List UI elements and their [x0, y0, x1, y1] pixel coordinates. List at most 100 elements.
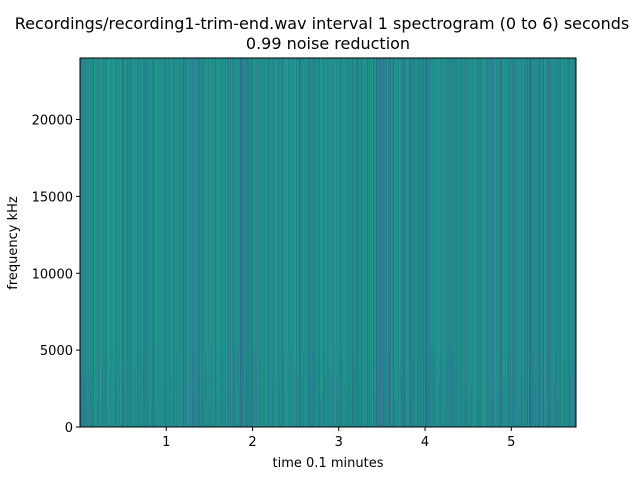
spectrogram-column — [246, 58, 247, 427]
spectrogram-column — [425, 58, 426, 427]
spectrogram-low-band — [190, 360, 191, 427]
spectrogram-column — [195, 58, 196, 427]
spectrogram-column — [280, 58, 281, 427]
spectrogram-column — [474, 58, 475, 427]
spectrogram-low-band — [369, 357, 370, 427]
spectrogram-column — [99, 58, 100, 427]
spectrogram-column — [413, 58, 414, 427]
spectrogram-column — [438, 58, 439, 427]
spectrogram-low-band — [122, 374, 123, 427]
spectrogram-column — [473, 58, 474, 427]
spectrogram-column — [545, 58, 546, 427]
spectrogram-column — [350, 58, 351, 427]
spectrogram-low-band — [151, 405, 152, 427]
spectrogram-column — [207, 58, 208, 427]
spectrogram-column — [214, 58, 215, 427]
spectrogram-low-band — [158, 366, 159, 427]
spectrogram-column — [239, 58, 240, 427]
spectrogram-column — [555, 58, 556, 427]
spectrogram-column — [240, 58, 241, 427]
spectrogram-column — [470, 58, 471, 427]
spectrogram-column — [568, 58, 569, 427]
spectrogram-column — [301, 58, 302, 427]
spectrogram-column — [225, 58, 226, 427]
spectrogram-column — [428, 58, 429, 427]
spectrogram-low-band — [554, 378, 555, 427]
spectrogram-low-band — [452, 363, 453, 427]
spectrogram-column — [572, 58, 573, 427]
spectrogram-column — [517, 58, 518, 427]
spectrogram-low-band — [570, 374, 571, 427]
spectrogram-low-band — [218, 377, 219, 427]
spectrogram-column — [254, 58, 255, 427]
spectrogram-column — [433, 58, 434, 427]
spectrogram-column — [455, 58, 456, 427]
spectrogram-low-band — [177, 369, 178, 427]
spectrogram-low-band — [325, 359, 326, 427]
spectrogram-column — [336, 58, 337, 427]
spectrogram-column — [392, 58, 393, 427]
spectrogram-column — [83, 58, 84, 427]
spectrogram-low-band — [292, 361, 293, 427]
spectrogram-column — [443, 58, 444, 427]
spectrogram-column — [337, 58, 338, 427]
spectrogram-low-band — [389, 350, 390, 427]
spectrogram-low-band — [565, 359, 566, 427]
spectrogram-column — [554, 58, 555, 427]
spectrogram-column — [308, 58, 309, 427]
spectrogram-low-band — [111, 366, 112, 427]
spectrogram-low-band — [532, 358, 533, 427]
spectrogram-column — [295, 58, 296, 427]
spectrogram-low-band — [481, 375, 482, 427]
spectrogram-low-band — [327, 361, 328, 427]
spectrogram-column — [176, 58, 177, 427]
spectrogram-column — [494, 58, 495, 427]
spectrogram-column — [259, 58, 260, 427]
spectrogram-column — [342, 58, 343, 427]
spectrogram-low-band — [416, 385, 417, 427]
spectrogram-low-band — [430, 399, 431, 427]
spectrogram-column — [558, 58, 559, 427]
spectrogram-column — [218, 58, 219, 427]
spectrogram-column — [466, 58, 467, 427]
spectrogram-column — [415, 58, 416, 427]
spectrogram-column — [412, 58, 413, 427]
spectrogram-low-band — [93, 405, 94, 427]
spectrogram-column — [231, 58, 232, 427]
spectrogram-low-band — [196, 373, 197, 427]
spectrogram-column — [290, 58, 291, 427]
spectrogram-low-band — [539, 372, 540, 427]
spectrogram-low-band — [521, 363, 522, 427]
spectrogram-column — [485, 58, 486, 427]
spectrogram-column — [435, 58, 436, 427]
spectrogram-column — [252, 58, 253, 427]
spectrogram-column — [136, 58, 137, 427]
spectrogram-low-band — [330, 393, 331, 427]
spectrogram-column — [358, 58, 359, 427]
spectrogram-column — [171, 58, 172, 427]
spectrogram-low-band — [295, 363, 296, 427]
spectrogram-column — [418, 58, 419, 427]
spectrogram-column — [147, 58, 148, 427]
spectrogram-column — [468, 58, 469, 427]
spectrogram-low-band — [206, 359, 207, 427]
spectrogram-column — [115, 58, 116, 427]
spectrogram-column — [276, 58, 277, 427]
spectrogram-column — [513, 58, 514, 427]
spectrogram-column — [402, 58, 403, 427]
spectrogram-low-band — [148, 387, 149, 427]
spectrogram-column — [158, 58, 159, 427]
spectrogram-column — [505, 58, 506, 427]
spectrogram-low-band — [199, 360, 200, 427]
spectrogram-column — [567, 58, 568, 427]
spectrogram-column — [406, 58, 407, 427]
spectrogram-column — [125, 58, 126, 427]
spectrogram-low-band — [125, 396, 126, 427]
y-axis-label: frequency kHz — [6, 196, 21, 290]
spectrogram-column — [551, 58, 552, 427]
spectrogram-column — [348, 58, 349, 427]
x-tick-label: 5 — [507, 435, 515, 450]
spectrogram-column — [270, 58, 271, 427]
spectrogram-column — [261, 58, 262, 427]
spectrogram-column — [528, 58, 529, 427]
